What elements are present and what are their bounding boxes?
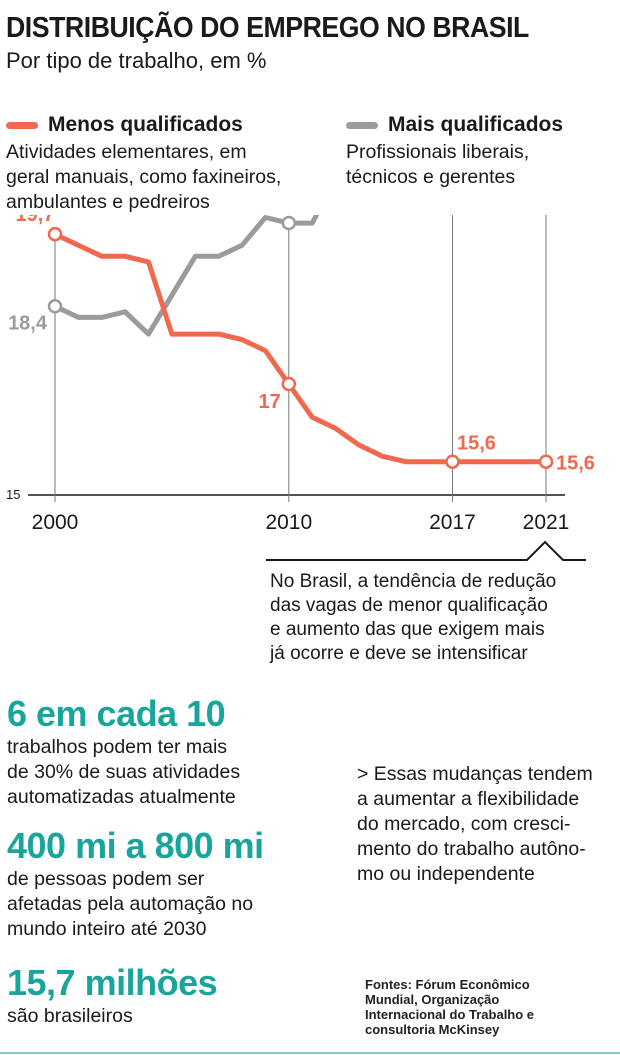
legend-high-desc-line: técnicos e gerentes	[346, 166, 516, 188]
stat-text-line: de pessoas podem ser	[7, 868, 205, 890]
legend-low: Menos qualificados Atividades elementare…	[6, 113, 281, 215]
data-marker	[47, 226, 63, 242]
legend-high-desc: Profissionais liberais, técnicos e geren…	[346, 140, 563, 190]
legend-high-name: Mais qualificados	[388, 113, 564, 136]
legend-high-desc-line: Profissionais liberais,	[346, 141, 530, 163]
y-tick-label: 15	[6, 487, 20, 502]
data-label: 19,7	[16, 215, 55, 226]
x-tick-label: 2021	[523, 511, 570, 534]
stat-block-1: 6 em cada 10 trabalhos podem ter mais de…	[7, 693, 240, 810]
legend-low-desc-line: Atividades elementares, em	[6, 141, 247, 163]
legend-low-desc-line: ambulantes e pedreiros	[6, 191, 210, 213]
sources-line: Mundial, Organização	[365, 992, 500, 1007]
chart-title: DISTRIBUIÇÃO DO EMPREGO NO BRASIL	[6, 12, 529, 44]
series-line	[52, 215, 320, 337]
chart-subtitle: Por tipo de trabalho, em %	[6, 48, 267, 73]
aside-note: > Essas mudanças tendem a aumentar a fle…	[357, 762, 607, 887]
aside-note-line: a aumentar a flexibilidade	[357, 788, 580, 810]
trend-note: No Brasil, a tendência de redução das va…	[270, 570, 610, 666]
x-tick-label: 2017	[429, 511, 476, 534]
stat-text-line: são brasileiros	[7, 1005, 133, 1027]
data-marker	[538, 454, 554, 469]
stat-text-line: trabalhos podem ter mais	[7, 736, 228, 758]
series-line	[52, 231, 549, 465]
note-bracket	[266, 540, 586, 561]
sources: Fontes: Fórum Econômico Mundial, Organiz…	[365, 977, 565, 1037]
stat-block-3: 15,7 milhões são brasileiros	[7, 962, 218, 1029]
legend-high-head: Mais qualificados	[346, 113, 563, 137]
trend-note-line: já ocorre e deve se intensificar	[270, 643, 528, 664]
data-marker	[47, 299, 63, 314]
chart-layer: 15200020102017202119,71715,615,618,419,9…	[6, 215, 595, 534]
aside-note-line: > Essas mudanças tendem	[357, 763, 593, 785]
stat-text: de pessoas podem ser afetadas pela autom…	[7, 867, 264, 942]
stat-number: 15,7 milhões	[7, 962, 218, 1003]
bottom-rule	[0, 1052, 620, 1054]
data-label: 15,6	[457, 433, 496, 455]
data-label: 18,4	[8, 312, 48, 334]
stat-text-line: mundo inteiro até 2030	[7, 918, 207, 940]
legend-high: Mais qualificados Profissionais liberais…	[346, 113, 563, 190]
data-marker	[445, 454, 460, 469]
stat-text-line: de 30% de suas atividades	[7, 761, 241, 783]
stat-text-line: automatizadas atualmente	[7, 786, 236, 808]
legend-low-desc-line: geral manuais, como faxineiros,	[6, 166, 282, 188]
sources-line: consultoria McKinsey	[365, 1022, 500, 1037]
x-tick-label: 2010	[265, 511, 312, 534]
aside-note-line: mo ou independente	[357, 863, 535, 885]
legend-high-swatch	[346, 121, 378, 129]
legend-low-name: Menos qualificados	[48, 113, 243, 136]
aside-note-line: do mercado, com cresci-	[357, 813, 571, 835]
stat-number: 6 em cada 10	[7, 693, 226, 734]
legend-low-desc: Atividades elementares, em geral manuais…	[6, 140, 281, 215]
data-label: 15,6	[556, 453, 595, 475]
legend-low-head: Menos qualificados	[6, 113, 281, 137]
data-marker	[281, 376, 297, 392]
stat-number: 400 mi a 800 mi	[7, 825, 264, 866]
data-marker	[281, 215, 297, 231]
stat-block-2: 400 mi a 800 mi de pessoas podem ser afe…	[7, 825, 264, 942]
sources-line: Fontes: Fórum Econômico	[365, 977, 530, 992]
note-bracket-line	[266, 540, 586, 561]
trend-note-line: das vagas de menor qualificação	[270, 595, 548, 616]
stat-text: trabalhos podem ter mais de 30% de suas …	[7, 735, 240, 810]
x-tick-label: 2000	[32, 511, 79, 534]
sources-line: Internacional do Trabalho e	[365, 1007, 535, 1022]
data-label: 17	[259, 391, 281, 413]
aside-note-line: mento do trabalho autôno-	[357, 838, 586, 860]
line-chart: 15200020102017202119,71715,615,618,419,9…	[6, 215, 595, 534]
stat-text-line: afetadas pela automação no	[7, 893, 254, 915]
trend-note-line: e aumento das que exigem mais	[270, 619, 545, 640]
stat-text: são brasileiros	[7, 1004, 217, 1029]
legend-low-swatch	[6, 121, 38, 129]
trend-note-line: No Brasil, a tendência de redução	[270, 571, 557, 592]
